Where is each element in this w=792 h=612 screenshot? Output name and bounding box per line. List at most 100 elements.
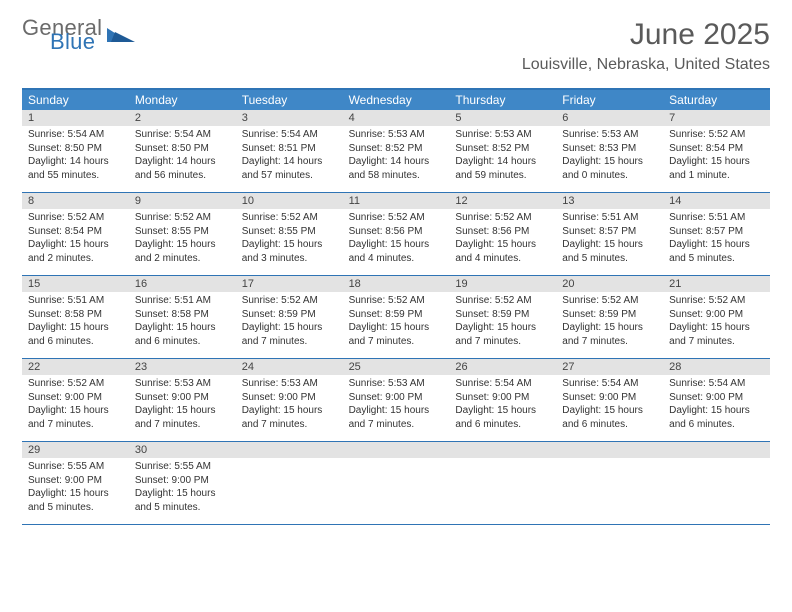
- day-number: 14: [663, 193, 770, 209]
- calendar: Sunday Monday Tuesday Wednesday Thursday…: [22, 88, 770, 525]
- day-details: Sunrise: 5:54 AMSunset: 9:00 PMDaylight:…: [556, 375, 663, 435]
- sunset-value: 9:00 PM: [65, 475, 102, 486]
- daylight-label: Daylight:: [669, 322, 711, 333]
- day-cell: 22Sunrise: 5:52 AMSunset: 9:00 PMDayligh…: [22, 359, 129, 441]
- day-details: Sunrise: 5:52 AMSunset: 8:54 PMDaylight:…: [22, 209, 129, 269]
- sunset-label: Sunset:: [135, 475, 172, 486]
- sunrise-label: Sunrise:: [349, 295, 388, 306]
- sunrise-value: 5:52 AM: [174, 212, 211, 223]
- day-cell: 3Sunrise: 5:54 AMSunset: 8:51 PMDaylight…: [236, 110, 343, 192]
- daylight-label: Daylight:: [135, 405, 177, 416]
- day-cell: 17Sunrise: 5:52 AMSunset: 8:59 PMDayligh…: [236, 276, 343, 358]
- day-cell: 4Sunrise: 5:53 AMSunset: 8:52 PMDaylight…: [343, 110, 450, 192]
- weekday-header: Monday: [129, 90, 236, 110]
- sunrise-value: 5:52 AM: [281, 295, 318, 306]
- day-cell: 2Sunrise: 5:54 AMSunset: 8:50 PMDaylight…: [129, 110, 236, 192]
- day-cell: 10Sunrise: 5:52 AMSunset: 8:55 PMDayligh…: [236, 193, 343, 275]
- sunset-value: 8:55 PM: [172, 226, 209, 237]
- sunset-value: 8:53 PM: [599, 143, 636, 154]
- day-number: 12: [449, 193, 556, 209]
- day-cell: [449, 442, 556, 524]
- daylight-label: Daylight:: [135, 156, 177, 167]
- sunset-label: Sunset:: [28, 226, 65, 237]
- sunrise-label: Sunrise:: [455, 212, 494, 223]
- sunset-label: Sunset:: [455, 143, 492, 154]
- sunrise-label: Sunrise:: [349, 378, 388, 389]
- sunset-label: Sunset:: [562, 226, 599, 237]
- daylight-label: Daylight:: [349, 405, 391, 416]
- sunset-value: 8:59 PM: [385, 309, 422, 320]
- sunset-label: Sunset:: [562, 309, 599, 320]
- sunrise-label: Sunrise:: [669, 378, 708, 389]
- day-details: Sunrise: 5:53 AMSunset: 8:52 PMDaylight:…: [343, 126, 450, 186]
- daylight-label: Daylight:: [242, 156, 284, 167]
- sunrise-label: Sunrise:: [562, 378, 601, 389]
- sunrise-label: Sunrise:: [562, 212, 601, 223]
- day-cell: 5Sunrise: 5:53 AMSunset: 8:52 PMDaylight…: [449, 110, 556, 192]
- sunrise-label: Sunrise:: [28, 212, 67, 223]
- day-cell: 9Sunrise: 5:52 AMSunset: 8:55 PMDaylight…: [129, 193, 236, 275]
- day-details: Sunrise: 5:55 AMSunset: 9:00 PMDaylight:…: [22, 458, 129, 518]
- sunrise-label: Sunrise:: [242, 378, 281, 389]
- day-cell: 20Sunrise: 5:52 AMSunset: 8:59 PMDayligh…: [556, 276, 663, 358]
- sunset-value: 8:51 PM: [278, 143, 315, 154]
- daylight-label: Daylight:: [562, 239, 604, 250]
- day-details: Sunrise: 5:51 AMSunset: 8:57 PMDaylight:…: [556, 209, 663, 269]
- day-cell: 15Sunrise: 5:51 AMSunset: 8:58 PMDayligh…: [22, 276, 129, 358]
- sunrise-value: 5:52 AM: [495, 212, 532, 223]
- day-number: 19: [449, 276, 556, 292]
- daylight-label: Daylight:: [669, 156, 711, 167]
- weekday-header: Saturday: [663, 90, 770, 110]
- daylight-label: Daylight:: [349, 156, 391, 167]
- day-number: 15: [22, 276, 129, 292]
- sunset-label: Sunset:: [135, 392, 172, 403]
- sunset-label: Sunset:: [349, 392, 386, 403]
- daylight-label: Daylight:: [28, 322, 70, 333]
- day-details: Sunrise: 5:52 AMSunset: 8:56 PMDaylight:…: [449, 209, 556, 269]
- daylight-label: Daylight:: [135, 488, 177, 499]
- sunrise-value: 5:52 AM: [388, 295, 425, 306]
- sunrise-label: Sunrise:: [135, 461, 174, 472]
- day-details: Sunrise: 5:54 AMSunset: 8:51 PMDaylight:…: [236, 126, 343, 186]
- day-cell: 11Sunrise: 5:52 AMSunset: 8:56 PMDayligh…: [343, 193, 450, 275]
- sunrise-value: 5:52 AM: [495, 295, 532, 306]
- sunset-value: 8:57 PM: [599, 226, 636, 237]
- logo-flag-icon: [107, 24, 135, 46]
- sunrise-label: Sunrise:: [242, 295, 281, 306]
- day-details: Sunrise: 5:51 AMSunset: 8:57 PMDaylight:…: [663, 209, 770, 269]
- sunrise-value: 5:51 AM: [709, 212, 746, 223]
- sunrise-label: Sunrise:: [242, 129, 281, 140]
- daylight-label: Daylight:: [28, 156, 70, 167]
- day-cell: [556, 442, 663, 524]
- sunset-label: Sunset:: [455, 309, 492, 320]
- day-details: Sunrise: 5:54 AMSunset: 8:50 PMDaylight:…: [22, 126, 129, 186]
- day-number: 2: [129, 110, 236, 126]
- day-number: 3: [236, 110, 343, 126]
- sunset-value: 9:00 PM: [599, 392, 636, 403]
- sunset-label: Sunset:: [455, 226, 492, 237]
- sunrise-label: Sunrise:: [349, 129, 388, 140]
- day-details: Sunrise: 5:53 AMSunset: 8:53 PMDaylight:…: [556, 126, 663, 186]
- day-details: Sunrise: 5:52 AMSunset: 8:55 PMDaylight:…: [129, 209, 236, 269]
- logo: General Blue: [22, 18, 135, 52]
- day-number: 11: [343, 193, 450, 209]
- sunrise-value: 5:54 AM: [174, 129, 211, 140]
- day-details: Sunrise: 5:53 AMSunset: 9:00 PMDaylight:…: [343, 375, 450, 435]
- sunset-value: 8:59 PM: [492, 309, 529, 320]
- sunrise-label: Sunrise:: [455, 295, 494, 306]
- sunset-value: 9:00 PM: [172, 392, 209, 403]
- daylight-label: Daylight:: [242, 239, 284, 250]
- day-number: 24: [236, 359, 343, 375]
- sunrise-label: Sunrise:: [135, 212, 174, 223]
- weekday-header: Friday: [556, 90, 663, 110]
- day-cell: 24Sunrise: 5:53 AMSunset: 9:00 PMDayligh…: [236, 359, 343, 441]
- daylight-label: Daylight:: [669, 239, 711, 250]
- day-number: 4: [343, 110, 450, 126]
- day-number: 1: [22, 110, 129, 126]
- daylight-label: Daylight:: [28, 405, 70, 416]
- sunrise-value: 5:54 AM: [495, 378, 532, 389]
- sunrise-value: 5:51 AM: [174, 295, 211, 306]
- sunset-value: 8:56 PM: [492, 226, 529, 237]
- sunset-label: Sunset:: [135, 143, 172, 154]
- sunset-value: 9:00 PM: [385, 392, 422, 403]
